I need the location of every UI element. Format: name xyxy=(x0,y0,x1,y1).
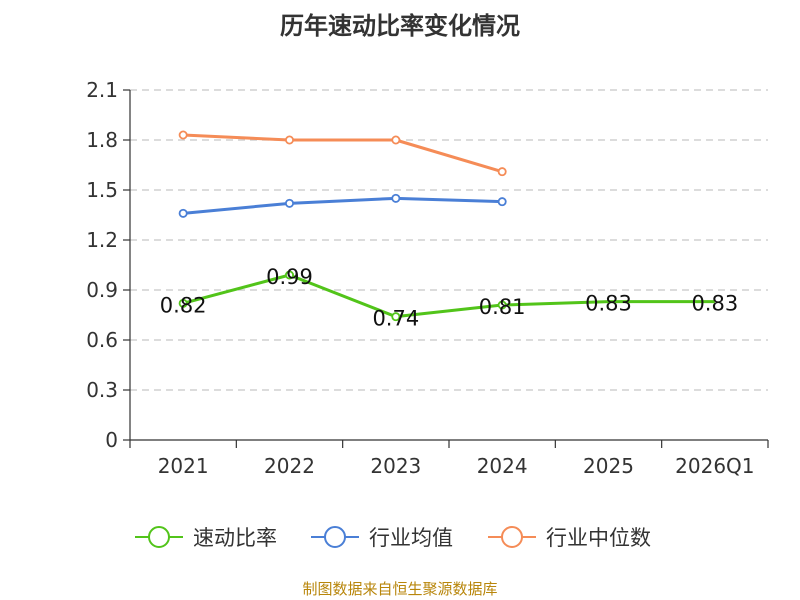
legend-marker xyxy=(324,526,346,548)
data-label: 0.83 xyxy=(691,292,738,316)
data-point xyxy=(391,312,401,322)
source-note: 制图数据来自恒生聚源数据库 xyxy=(302,580,498,598)
data-label: 0.81 xyxy=(479,295,526,319)
y-tick-label: 0.9 xyxy=(86,278,118,302)
chart-title: 历年速动比率变化情况 xyxy=(280,12,520,40)
series-line xyxy=(183,196,503,215)
data-label: 0.74 xyxy=(372,307,419,331)
x-tick-label: 2022 xyxy=(264,454,315,478)
data-label: 0.83 xyxy=(585,292,632,316)
data-point xyxy=(284,135,294,145)
x-tick-label: 2025 xyxy=(583,454,634,478)
x-tick-label: 2023 xyxy=(370,454,421,478)
x-tick-label: 2026Q1 xyxy=(675,454,754,478)
y-tick-label: 1.8 xyxy=(86,128,118,152)
data-label: 0.99 xyxy=(266,265,313,289)
axes: 0 0.3 0.6 0.9 1.2 1.5 1.8 2.1 2021 2022 2023 2024 20… xyxy=(86,78,769,478)
series-lines xyxy=(178,130,715,322)
y-tick-label: 2.1 xyxy=(86,78,118,102)
data-point xyxy=(497,167,507,177)
y-tick-label: 0.6 xyxy=(86,328,118,352)
legend-label: 速动比率 xyxy=(193,526,277,550)
legend-marker xyxy=(148,526,170,548)
y-tick-label: 0.3 xyxy=(86,378,118,402)
data-point xyxy=(284,198,294,208)
legend: 速动比率 行业均值 行业中位数 xyxy=(135,526,651,550)
y-tick-label: 1.5 xyxy=(86,178,118,202)
legend-item[interactable]: 行业均值 xyxy=(311,526,453,550)
y-tick-label: 1.2 xyxy=(86,228,118,252)
x-tick-label: 2024 xyxy=(477,454,528,478)
data-label: 0.82 xyxy=(160,293,207,317)
series-line xyxy=(182,273,715,319)
legend-item[interactable]: 速动比率 xyxy=(135,526,277,550)
data-labels: 0.82 0.99 0.74 0.81 0.83 0.83 xyxy=(160,265,738,331)
legend-marker xyxy=(501,526,523,548)
data-point xyxy=(391,193,401,203)
legend-label: 行业均值 xyxy=(369,526,453,550)
y-tick-label: 0 xyxy=(105,428,118,452)
data-point xyxy=(497,300,507,310)
legend-label: 行业中位数 xyxy=(546,526,651,550)
data-point xyxy=(284,270,294,280)
data-point xyxy=(178,298,188,308)
data-point xyxy=(391,135,401,145)
data-point xyxy=(178,130,188,140)
x-tick-label: 2021 xyxy=(158,454,209,478)
gridlines xyxy=(130,89,768,391)
series-line xyxy=(183,133,503,174)
data-point xyxy=(178,208,188,218)
data-point xyxy=(497,197,507,207)
legend-item[interactable]: 行业中位数 xyxy=(488,526,651,550)
